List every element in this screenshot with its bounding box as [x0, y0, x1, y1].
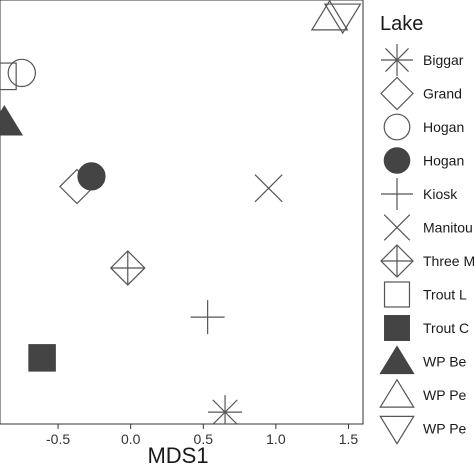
x-tick-label: 0.5	[194, 431, 214, 447]
legend-label: Hogan	[423, 153, 464, 169]
legend-marker-triangle-filled	[379, 345, 415, 375]
legend-marker-diamond-plus	[380, 244, 414, 278]
legend-marker-square-filled	[384, 315, 410, 341]
legend-title: Lake	[380, 13, 423, 35]
data-point-circle-filled	[77, 162, 106, 191]
legend-label: Grand	[423, 86, 462, 102]
legend-label: Hogan	[423, 119, 464, 135]
data-point-circle-open	[7, 58, 36, 88]
legend-entry: Biggar	[381, 44, 464, 76]
legend-marker-plus	[381, 178, 413, 210]
legend-label: Trout L	[423, 287, 467, 303]
data-point-square-filled	[28, 344, 56, 372]
x-tick-label: 1.5	[339, 431, 359, 447]
legend-label: Kiosk	[423, 186, 458, 202]
legend-entry: Manitou	[383, 214, 473, 241]
legend-marker-diamond-open	[380, 76, 414, 111]
legend-label: WP Pe	[423, 421, 467, 437]
legend-entry: WP Pe	[379, 415, 467, 445]
x-axis: 1.0-0.50.00.51.01.5	[46, 424, 359, 447]
legend-marker-cross	[383, 214, 411, 241]
legend-marker-triangle-down-open	[379, 415, 415, 445]
data-point-triangle-filled	[0, 105, 24, 136]
legend-entry: Kiosk	[381, 178, 458, 210]
data-point-cross	[254, 174, 283, 203]
legend-label: Manitou	[423, 220, 473, 236]
legend-marker-triangle-open	[379, 378, 415, 408]
legend-entry: Hogan	[383, 147, 464, 174]
legend-entry: Trout L	[383, 281, 467, 308]
legend: Lake Biggar Grand Hogan Hogan Kiosk Manitou Th…	[379, 13, 474, 445]
x-tick-label: -0.5	[46, 431, 70, 447]
legend-entry: Hogan	[383, 113, 464, 141]
legend-entry: Grand	[380, 76, 462, 111]
legend-label: WP Be	[423, 354, 467, 370]
data-point-triangle-open	[310, 0, 349, 31]
x-tick-label: 1.0	[266, 431, 286, 447]
legend-marker-asterisk	[381, 44, 413, 76]
data-point-diamond-plus	[109, 250, 146, 286]
legend-marker-circle-open	[383, 113, 411, 141]
data-point-asterisk	[208, 395, 243, 424]
legend-marker-square-open	[383, 281, 411, 308]
plot-frame	[0, 0, 364, 425]
legend-label: WP Pe	[423, 387, 467, 403]
legend-label: Biggar	[423, 52, 464, 68]
data-point-square-open	[0, 62, 17, 91]
legend-entries: Biggar Grand Hogan Hogan Kiosk Manitou Three M…	[379, 44, 474, 445]
legend-label: Three M	[423, 253, 474, 269]
legend-marker-circle-filled	[383, 147, 411, 174]
x-axis-title: MDS1	[147, 443, 208, 468]
data-point-triangle-down-open	[323, 3, 362, 35]
data-point-plus	[190, 300, 225, 335]
legend-label: Trout C	[423, 320, 469, 336]
legend-entry: WP Be	[379, 345, 467, 375]
points-layer	[0, 0, 362, 424]
legend-entry: Trout C	[384, 315, 469, 341]
legend-entry: WP Pe	[379, 378, 467, 408]
x-tick-label: 0.0	[121, 431, 141, 447]
legend-entry: Three M	[380, 244, 474, 278]
